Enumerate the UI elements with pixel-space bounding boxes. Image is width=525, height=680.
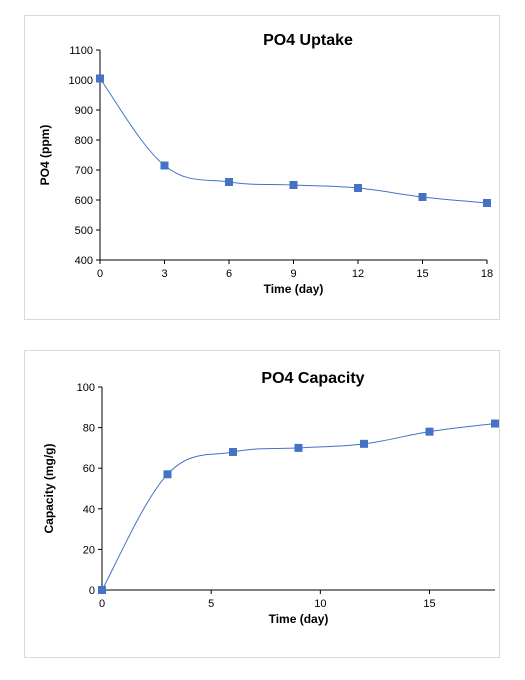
- uptake-y-tick-label: 1000: [69, 75, 93, 87]
- uptake-y-tick-label: 1100: [69, 45, 93, 57]
- uptake-data-point: [354, 184, 362, 192]
- chart-po4-uptake: 400 500 600 700 800 900 1000 1100 0 3 6 9 12 15 18 PO4 …: [24, 15, 500, 320]
- capacity-x-tick-label: 10: [314, 598, 326, 610]
- uptake-x-tick-label: 18: [481, 268, 493, 280]
- uptake-x-tick-label: 9: [290, 268, 296, 280]
- uptake-data-point: [483, 199, 491, 207]
- capacity-x-tick-label: 0: [99, 598, 105, 610]
- uptake-x-axis-label: Time (day): [264, 282, 324, 296]
- uptake-data-point: [160, 161, 169, 170]
- capacity-y-tick-label: 100: [77, 382, 95, 394]
- capacity-data-point: [98, 586, 106, 594]
- uptake-x-tick-label: 6: [226, 268, 232, 280]
- uptake-x-tick-label: 12: [352, 268, 364, 280]
- uptake-data-point: [418, 193, 427, 201]
- capacity-y-axis-label: Capacity (mg/g): [42, 443, 56, 533]
- uptake-data-point: [289, 181, 298, 189]
- uptake-data-point: [225, 178, 233, 186]
- capacity-x-tick-label: 5: [208, 598, 214, 610]
- capacity-x-tick-label: 15: [423, 598, 435, 610]
- capacity-title: PO4 Capacity: [261, 370, 364, 387]
- uptake-x-tick-label: 3: [161, 268, 167, 280]
- uptake-y-tick-label: 500: [75, 225, 93, 237]
- capacity-y-tick-label: 20: [83, 544, 95, 556]
- uptake-y-axis-label: PO4 (ppm): [38, 125, 52, 186]
- capacity-data-point: [294, 443, 303, 452]
- chart-po4-capacity: 0 20 40 60 80 100 0 5 10 15 PO4 Capacity Time (day)…: [24, 350, 500, 658]
- capacity-data-point: [491, 419, 499, 428]
- uptake-y-tick-label: 400: [75, 255, 93, 267]
- chart-po4-uptake-svg: 400 500 600 700 800 900 1000 1100 0 3 6 9 12 15 18 PO4 …: [38, 32, 493, 296]
- capacity-data-point: [425, 427, 434, 436]
- uptake-x-tick-label: 15: [416, 268, 428, 280]
- capacity-y-tick-label: 40: [83, 504, 95, 516]
- capacity-y-tick-label: 60: [83, 463, 95, 475]
- capacity-y-tick-label: 0: [89, 585, 95, 597]
- capacity-x-axis-label: Time (day): [269, 612, 329, 626]
- capacity-y-tick-label: 80: [83, 423, 95, 435]
- capacity-data-point: [360, 439, 368, 448]
- uptake-y-tick-label: 800: [75, 135, 93, 147]
- capacity-data-point: [163, 470, 172, 479]
- uptake-title: PO4 Uptake: [263, 32, 353, 49]
- chart-po4-capacity-svg: 0 20 40 60 80 100 0 5 10 15 PO4 Capacity Time (day)…: [42, 370, 499, 626]
- uptake-y-tick-label: 600: [75, 195, 93, 207]
- uptake-x-tick-label: 0: [97, 268, 103, 280]
- capacity-data-point: [229, 447, 237, 456]
- uptake-y-tick-label: 700: [75, 165, 93, 177]
- uptake-data-point: [96, 74, 104, 83]
- uptake-y-tick-label: 900: [75, 105, 93, 117]
